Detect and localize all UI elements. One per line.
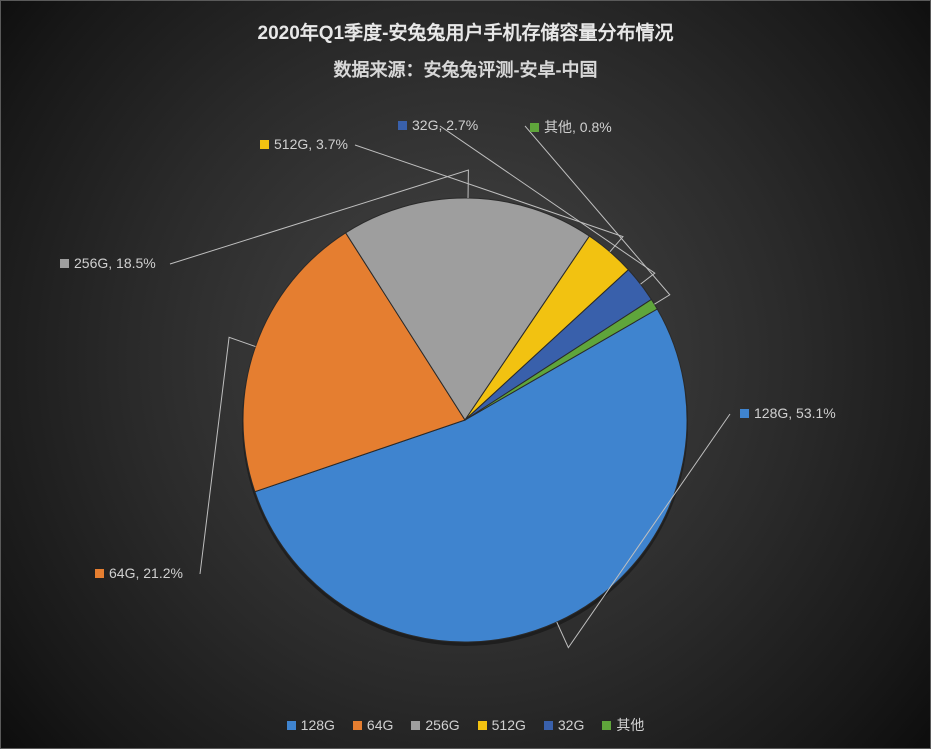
legend-label: 其他 [616, 715, 644, 735]
slice-label-text: 256G, 18.5% [74, 255, 156, 271]
slice-label-text: 128G, 53.1% [754, 405, 836, 421]
slice-label-64G: 64G, 21.2% [95, 565, 183, 581]
legend-label: 256G [425, 717, 459, 733]
legend-label: 512G [492, 717, 526, 733]
swatch-icon [353, 721, 362, 730]
slice-label-其他: 其他, 0.8% [530, 117, 612, 137]
legend-item-128G: 128G [287, 715, 335, 735]
pie-chart [0, 0, 931, 749]
slice-label-512G: 512G, 3.7% [260, 136, 348, 152]
legend-item-512G: 512G [478, 715, 526, 735]
swatch-icon [530, 123, 539, 132]
slice-label-128G: 128G, 53.1% [740, 405, 836, 421]
slice-label-text: 64G, 21.2% [109, 565, 183, 581]
legend-item-其他: 其他 [602, 715, 644, 735]
slice-label-256G: 256G, 18.5% [60, 255, 156, 271]
swatch-icon [478, 721, 487, 730]
slice-label-32G: 32G, 2.7% [398, 117, 478, 133]
swatch-icon [398, 121, 407, 130]
slice-label-text: 其他, 0.8% [544, 117, 612, 137]
swatch-icon [740, 409, 749, 418]
swatch-icon [411, 721, 420, 730]
swatch-icon [260, 140, 269, 149]
swatch-icon [544, 721, 553, 730]
legend-label: 128G [301, 717, 335, 733]
legend-label: 32G [558, 717, 584, 733]
slice-label-text: 32G, 2.7% [412, 117, 478, 133]
swatch-icon [95, 569, 104, 578]
legend-item-256G: 256G [411, 715, 459, 735]
swatch-icon [60, 259, 69, 268]
legend-item-64G: 64G [353, 715, 393, 735]
chart-legend: 128G 64G 256G 512G 32G 其他 [0, 715, 931, 735]
swatch-icon [287, 721, 296, 730]
legend-item-32G: 32G [544, 715, 584, 735]
legend-label: 64G [367, 717, 393, 733]
swatch-icon [602, 721, 611, 730]
slice-label-text: 512G, 3.7% [274, 136, 348, 152]
